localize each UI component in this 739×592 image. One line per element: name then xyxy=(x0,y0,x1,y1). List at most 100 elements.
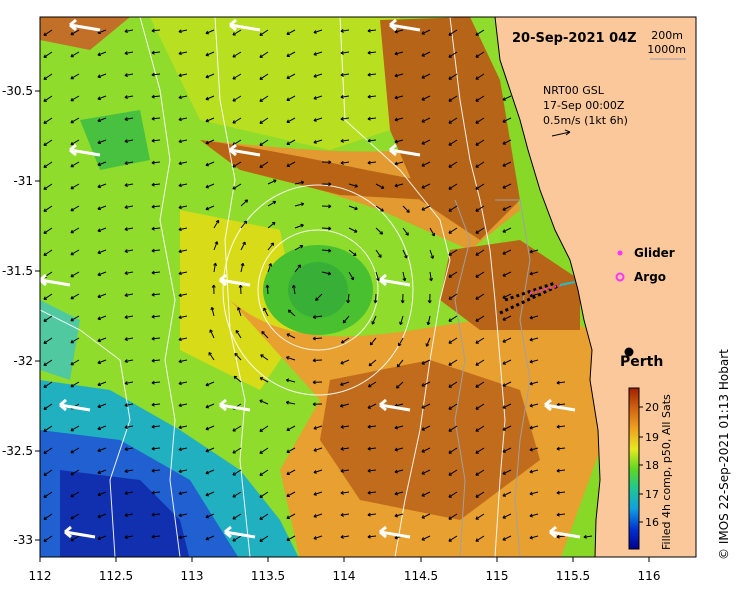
current-vector-arrow xyxy=(151,73,161,76)
current-vector-arrow xyxy=(259,95,269,102)
current-vector-arrow xyxy=(267,200,276,207)
current-vector-arrow xyxy=(70,73,80,80)
current-vector-arrow xyxy=(294,245,304,251)
current-vector-arrow xyxy=(294,224,304,229)
current-vector-head xyxy=(378,254,382,258)
current-vector-arrow xyxy=(240,220,247,229)
current-vector-head xyxy=(232,494,236,498)
current-vector-arrow xyxy=(178,359,188,363)
current-vector-head xyxy=(475,428,479,432)
current-vector-head xyxy=(124,491,128,495)
current-vector-head xyxy=(69,18,77,32)
current-vector-head xyxy=(151,512,155,517)
current-vector-arrow xyxy=(394,117,404,121)
current-vector-head xyxy=(151,490,155,495)
current-vector-head xyxy=(70,207,74,212)
city-marker-icon xyxy=(624,347,634,357)
colorbar-scale xyxy=(628,387,640,550)
current-vector-head xyxy=(353,252,357,256)
current-vector-head xyxy=(425,343,430,347)
current-vector-arrow xyxy=(209,329,215,339)
current-vector-head xyxy=(421,53,425,57)
current-vector-head xyxy=(124,51,128,55)
current-vector-head xyxy=(544,398,552,412)
current-vector-arrow xyxy=(367,491,377,494)
current-vector-arrow xyxy=(286,535,296,541)
current-vector-arrow xyxy=(178,535,188,539)
current-vector-head xyxy=(43,76,47,80)
y-tick-label: -30.5 xyxy=(2,84,33,98)
current-vector-arrow xyxy=(232,139,242,146)
current-vector-arrow xyxy=(211,307,215,317)
current-vector-arrow xyxy=(448,29,458,36)
current-vector-head xyxy=(43,208,47,212)
current-vector-arrow xyxy=(475,139,485,146)
current-vector-arrow xyxy=(394,469,404,473)
current-vector-arrow xyxy=(529,337,539,341)
current-vector-head xyxy=(286,471,290,475)
current-vector-head xyxy=(97,404,101,409)
current-vector-arrow xyxy=(375,227,383,235)
current-vector-arrow xyxy=(40,278,71,287)
current-vector-head xyxy=(232,428,236,432)
current-vector-head xyxy=(502,295,506,299)
current-vector-arrow xyxy=(502,205,512,211)
current-vector-arrow xyxy=(178,29,188,33)
current-vector-arrow xyxy=(267,222,276,229)
current-vector-arrow xyxy=(367,95,377,98)
current-vector-arrow xyxy=(259,425,269,432)
current-vector-head xyxy=(229,143,237,157)
current-vector-head xyxy=(313,74,317,78)
current-vector-arrow xyxy=(368,381,377,388)
current-vector-head xyxy=(394,51,398,56)
current-vector-arrow xyxy=(70,161,80,168)
current-vector-arrow xyxy=(259,447,269,454)
current-vector-head xyxy=(224,525,232,539)
x-tick-label: 112 xyxy=(29,569,52,583)
current-vector-head xyxy=(285,378,290,383)
current-vector-head xyxy=(394,469,398,474)
current-vector-head xyxy=(529,359,533,364)
current-vector-head xyxy=(300,180,305,185)
current-vector-head xyxy=(232,164,236,168)
current-vector-arrow xyxy=(502,425,512,431)
current-vector-head xyxy=(394,535,398,540)
current-vector-head xyxy=(43,494,47,498)
current-vector-arrow xyxy=(475,447,485,454)
current-vector-head xyxy=(421,119,425,123)
current-vector-arrow xyxy=(367,51,377,54)
current-vector-arrow xyxy=(475,73,485,80)
y-tick-label: -31.5 xyxy=(2,264,33,278)
current-vector-arrow xyxy=(448,315,458,322)
current-vector-arrow xyxy=(340,425,350,428)
current-vector-arrow xyxy=(43,425,53,432)
current-vector-head xyxy=(502,207,506,211)
current-vector-head xyxy=(232,120,236,124)
current-vector-head xyxy=(124,271,128,275)
current-vector-arrow xyxy=(421,359,431,365)
current-vector-arrow xyxy=(178,73,188,77)
current-vector-head xyxy=(124,315,128,319)
current-vector-arrow xyxy=(178,469,188,473)
current-vector-head xyxy=(124,227,128,231)
current-vector-head xyxy=(70,295,74,300)
current-vector-head xyxy=(205,404,209,409)
current-vector-head xyxy=(313,536,317,540)
current-vector-head xyxy=(259,164,263,168)
current-vector-head xyxy=(232,98,236,102)
current-vector-head xyxy=(556,512,560,517)
current-vector-arrow xyxy=(70,469,80,476)
current-vector-head xyxy=(328,226,332,231)
current-vector-head xyxy=(178,403,182,408)
current-vector-head xyxy=(340,72,344,77)
current-vector-head xyxy=(354,206,358,211)
current-vector-arrow xyxy=(421,139,431,145)
x-tick-label: 115.5 xyxy=(556,569,590,583)
current-vector-head xyxy=(342,319,347,324)
current-vector-arrow xyxy=(421,73,431,79)
current-vector-arrow xyxy=(151,513,161,516)
current-vector-arrow xyxy=(43,51,53,58)
current-vector-head xyxy=(70,427,74,432)
current-vector-arrow xyxy=(229,23,261,32)
current-vector-head xyxy=(367,446,371,451)
